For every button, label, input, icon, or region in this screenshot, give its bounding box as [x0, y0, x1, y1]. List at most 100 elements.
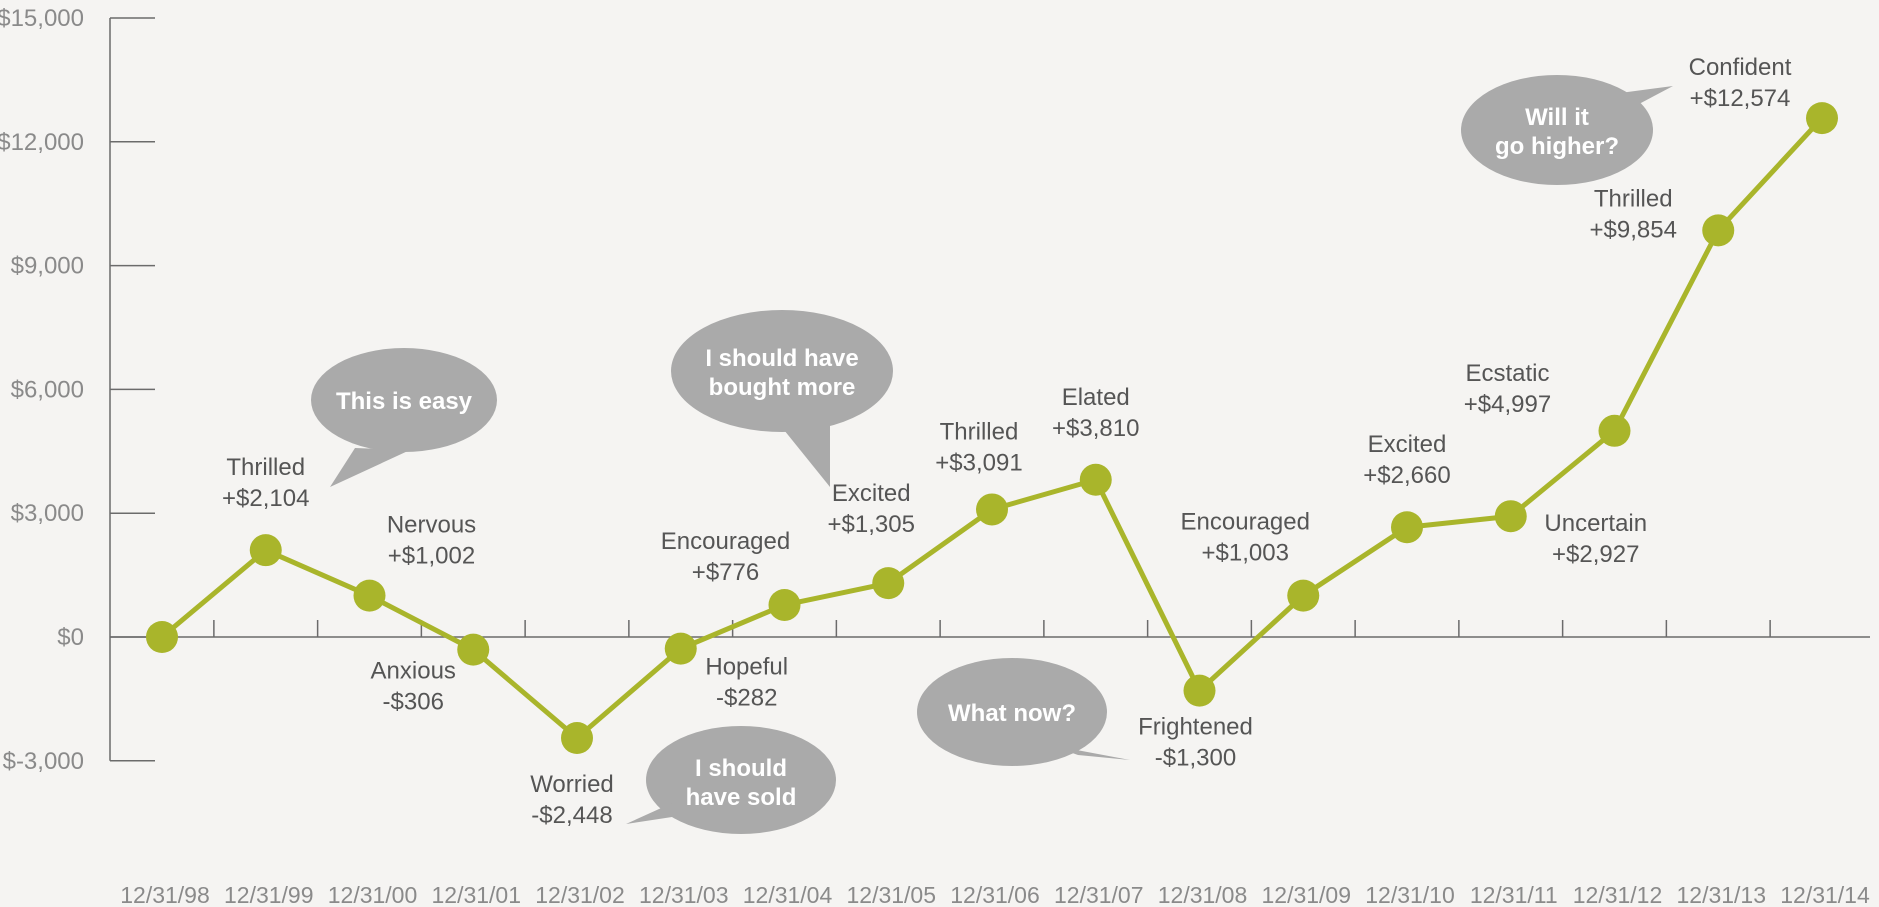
x-tick-label: 12/31/06: [950, 882, 1040, 907]
speech-bubble-tail: [330, 448, 410, 487]
point-label: Frightened -$1,300: [1138, 714, 1253, 772]
point-label-mood: Thrilled: [226, 454, 305, 481]
point-label-amount: +$1,305: [828, 511, 915, 538]
point-label-amount: +$776: [692, 559, 759, 586]
point-label: Encouraged +$1,003: [1181, 509, 1310, 567]
data-point: [1391, 511, 1423, 544]
speech-bubble-text: bought more: [709, 374, 856, 401]
point-label: Confident +$12,574: [1689, 54, 1792, 112]
x-tick-label: 12/31/09: [1261, 882, 1351, 907]
data-point: [976, 493, 1008, 526]
point-label: Nervous +$1,002: [387, 512, 476, 570]
point-label-mood: Nervous: [387, 512, 476, 539]
point-labels: Thrilled +$2,104 Nervous +$1,002 Anxious -$30…: [222, 54, 1792, 829]
point-label-amount: +$3,091: [935, 449, 1022, 476]
data-point: [664, 632, 697, 665]
speech-bubble-tail: [780, 420, 830, 487]
data-series: [146, 102, 1838, 755]
data-point: [1287, 579, 1320, 612]
point-label: Hopeful -$282: [705, 654, 788, 712]
x-tick-label: 12/31/07: [1054, 882, 1144, 907]
speech-bubble-tail: [1050, 745, 1130, 760]
point-label-mood: Excited: [832, 480, 911, 507]
point-label-amount: +$4,997: [1464, 391, 1551, 418]
data-point: [561, 722, 593, 755]
y-tick-label: $0: [57, 624, 84, 651]
point-label-amount: -$2,448: [531, 802, 612, 829]
point-label-mood: Thrilled: [1594, 185, 1673, 212]
data-point: [353, 579, 386, 612]
point-label: Elated +$3,810: [1052, 384, 1139, 442]
x-tick-label: 12/31/99: [224, 882, 314, 907]
point-label-amount: +$1,002: [388, 543, 475, 570]
point-label-amount: +$2,927: [1552, 541, 1639, 568]
point-label: Thrilled +$3,091: [935, 418, 1022, 476]
point-label-mood: Confident: [1689, 54, 1792, 81]
data-point: [146, 621, 178, 653]
point-label-mood: Hopeful: [705, 654, 788, 681]
point-label-mood: Uncertain: [1544, 510, 1647, 537]
point-label: Ecstatic +$4,997: [1464, 360, 1551, 418]
data-point: [1806, 102, 1838, 135]
data-point: [1598, 414, 1631, 447]
x-tick-label: 12/31/00: [328, 882, 418, 907]
point-label-amount: -$1,300: [1155, 745, 1236, 772]
x-tick-label: 12/31/05: [846, 882, 936, 907]
speech-bubble-text: have sold: [686, 784, 797, 811]
x-tick-label: 12/31/04: [743, 882, 833, 907]
data-point: [457, 633, 490, 666]
data-point: [1079, 463, 1112, 496]
x-tick-label: 12/31/03: [639, 882, 729, 907]
point-label-amount: +$12,574: [1690, 85, 1791, 112]
point-label: Thrilled +$9,854: [1590, 185, 1677, 243]
point-label-amount: +$3,810: [1052, 415, 1139, 442]
x-tick-label: 12/31/02: [535, 882, 625, 907]
x-tick-label: 12/31/98: [120, 882, 210, 907]
point-label: Anxious -$306: [371, 658, 456, 716]
speech-bubble-body: [671, 310, 893, 432]
point-label: Uncertain +$2,927: [1544, 510, 1647, 568]
data-point: [1183, 674, 1216, 707]
x-tick-label: 12/31/12: [1573, 882, 1663, 907]
y-tick-label: $-3,000: [3, 748, 84, 775]
speech-bubble-body: [917, 658, 1107, 766]
point-label-mood: Thrilled: [940, 418, 1019, 445]
speech-bubble-text: I should: [695, 755, 787, 782]
point-label: Worried -$2,448: [530, 771, 614, 829]
data-point: [1494, 500, 1527, 533]
x-tick-label: 12/31/13: [1676, 882, 1766, 907]
y-tick-label: $12,000: [0, 129, 84, 156]
speech-bubble-tail: [1590, 86, 1673, 113]
point-label-amount: +$2,660: [1363, 462, 1450, 489]
speech-bubble-text: What now?: [948, 700, 1076, 727]
data-point: [1702, 214, 1735, 247]
x-tick-label: 12/31/10: [1365, 882, 1455, 907]
data-point: [768, 588, 801, 621]
y-tick-label: $9,000: [11, 253, 84, 280]
point-label: Thrilled +$2,104: [222, 454, 309, 512]
speech-bubble-text: go higher?: [1495, 133, 1619, 160]
point-label-amount: +$9,854: [1590, 216, 1677, 243]
x-tick-label: 12/31/14: [1780, 882, 1870, 907]
point-label: Excited +$1,305: [828, 480, 915, 538]
x-tick-label: 12/31/08: [1158, 882, 1248, 907]
point-label-mood: Worried: [530, 771, 614, 798]
point-label-mood: Encouraged: [1181, 509, 1310, 536]
point-label-mood: Elated: [1062, 384, 1130, 411]
data-point: [249, 534, 282, 567]
speech-bubble: This is easy: [311, 348, 497, 487]
point-label-amount: +$1,003: [1202, 540, 1289, 567]
speech-bubble-tail: [626, 795, 705, 824]
point-label-mood: Frightened: [1138, 714, 1253, 741]
axes: $15,000 $12,000 $9,000 $6,000 $3,000 $0 $-3,00…: [0, 5, 1870, 907]
point-label-amount: -$306: [383, 689, 444, 716]
x-tick-label: 12/31/11: [1470, 882, 1558, 907]
point-label-mood: Encouraged: [661, 528, 790, 555]
point-label-amount: -$282: [716, 685, 777, 712]
y-tick-label: $6,000: [11, 376, 84, 403]
speech-bubble-text: Will it: [1525, 104, 1589, 131]
